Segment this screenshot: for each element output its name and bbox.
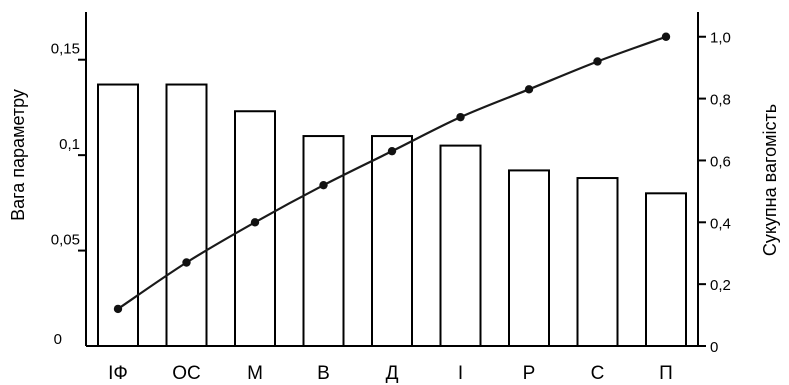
- bar-1: [97, 83, 139, 347]
- axes-group: [85, 12, 699, 347]
- cumulative-point-9: [661, 32, 671, 41]
- cumulative-point-3: [250, 218, 260, 227]
- left-tick-label: 0: [54, 331, 62, 348]
- category-labels-group: ІФ ОС М В Д І Р С П: [108, 363, 673, 384]
- category-label: Р: [523, 363, 536, 384]
- right-tick-label: 0: [710, 339, 718, 356]
- cumulative-point-8: [593, 57, 602, 66]
- right-tick-label: 0,8: [710, 92, 731, 109]
- right-tick-label: 0,6: [710, 153, 731, 170]
- bar-6: [439, 144, 482, 347]
- left-tick-label: 0,1: [59, 136, 80, 153]
- cumulative-point-4: [319, 180, 328, 190]
- bars-group: [97, 83, 687, 347]
- bar-9: [645, 192, 687, 347]
- cumulative-point-1: [113, 304, 123, 314]
- right-tick-label: 0,4: [710, 215, 731, 232]
- right-ticks-group: 0 0,2 0,4 0,6 0,8 1,0: [698, 30, 731, 356]
- cumulative-point-7: [524, 85, 534, 94]
- y-axis-title: Вага параметру: [8, 89, 28, 221]
- bar-8: [576, 177, 619, 347]
- category-label: М: [247, 363, 263, 384]
- right-tick-label: 0,2: [710, 277, 731, 294]
- category-label: В: [317, 363, 330, 384]
- bar-2: [165, 83, 208, 347]
- cumulative-points-group: [113, 32, 671, 314]
- left-tick-label: 0,05: [51, 232, 80, 249]
- category-label: П: [659, 363, 673, 384]
- right-tick-label: 1,0: [710, 30, 731, 47]
- bar-5: [371, 135, 413, 347]
- y2-axis-title: Сукупна вагомість: [760, 104, 780, 256]
- category-label: ОС: [172, 363, 201, 384]
- category-label: І: [458, 363, 463, 384]
- category-label: ІФ: [108, 363, 128, 384]
- cumulative-point-2: [182, 258, 191, 267]
- left-tick-label: 0,15: [51, 41, 80, 58]
- cumulative-point-6: [456, 112, 465, 122]
- left-ticks-group: 0 0,05 0,1 0,15: [51, 41, 86, 348]
- bar-4: [302, 135, 345, 347]
- bar-3: [234, 110, 276, 347]
- category-label: С: [591, 363, 605, 384]
- bar-7: [508, 169, 550, 347]
- category-label: Д: [386, 363, 399, 384]
- cumulative-point-5: [387, 146, 397, 156]
